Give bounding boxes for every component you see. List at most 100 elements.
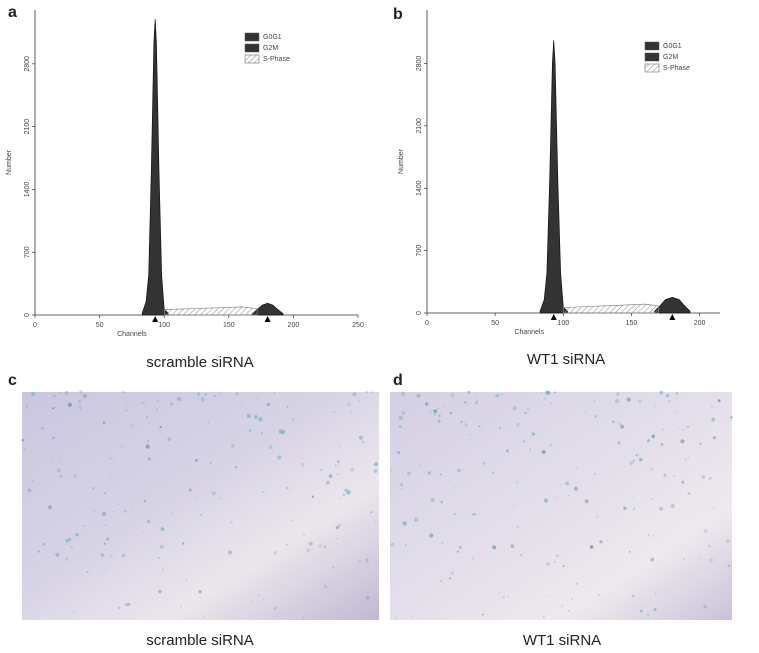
stain-dot bbox=[712, 507, 714, 510]
panel-label: d bbox=[393, 372, 403, 389]
stain-dot bbox=[520, 554, 523, 557]
stain-dot bbox=[576, 466, 578, 469]
stain-dot bbox=[273, 391, 276, 394]
stain-dot bbox=[370, 511, 373, 514]
stain-dot bbox=[661, 428, 664, 431]
stain-dot bbox=[338, 524, 342, 527]
stain-dot bbox=[541, 450, 546, 454]
stain-dot bbox=[338, 445, 341, 448]
stain-dot bbox=[565, 481, 569, 486]
stain-dot bbox=[453, 512, 456, 515]
stain-dot bbox=[273, 606, 277, 610]
stain-dot bbox=[478, 425, 481, 428]
stain-dot bbox=[467, 390, 471, 394]
x-tick-label: 100 bbox=[158, 322, 170, 329]
stain-dot bbox=[727, 564, 731, 567]
stain-dot bbox=[110, 457, 113, 460]
stain-dot bbox=[546, 390, 550, 395]
stain-dot bbox=[303, 534, 306, 536]
stain-dot bbox=[50, 397, 53, 399]
stain-dot bbox=[277, 455, 282, 460]
stain-dot bbox=[562, 565, 565, 568]
stain-dot bbox=[147, 440, 149, 443]
stain-dot bbox=[596, 516, 599, 518]
stain-dot bbox=[105, 524, 107, 527]
micrograph bbox=[22, 392, 379, 620]
stain-dot bbox=[374, 521, 377, 523]
stain-dot bbox=[482, 461, 486, 465]
stain-dot bbox=[332, 566, 335, 569]
stain-dot bbox=[124, 509, 127, 513]
stain-dot bbox=[377, 392, 380, 394]
y-tick-label: 2100 bbox=[24, 119, 31, 135]
stain-dot bbox=[448, 577, 452, 580]
stain-dot bbox=[344, 488, 349, 493]
stain-dot bbox=[425, 402, 429, 406]
stain-dot bbox=[239, 403, 242, 406]
stain-dot bbox=[121, 553, 126, 558]
stain-dot bbox=[491, 471, 494, 474]
stain-dot bbox=[253, 415, 258, 419]
stain-dot bbox=[42, 543, 45, 546]
stain-dot bbox=[357, 399, 360, 402]
stain-dot bbox=[328, 474, 333, 478]
stain-dot bbox=[717, 399, 721, 403]
stain-dot bbox=[52, 394, 56, 398]
stain-dot bbox=[593, 473, 596, 475]
stain-dot bbox=[464, 401, 467, 404]
stain-dot bbox=[620, 424, 624, 429]
peak-marker bbox=[152, 316, 159, 322]
stain-dot bbox=[631, 497, 633, 499]
stain-dot bbox=[156, 399, 160, 403]
stain-dot bbox=[646, 439, 651, 443]
stain-dot bbox=[204, 393, 207, 396]
stain-dot bbox=[104, 542, 107, 545]
stain-dot bbox=[77, 405, 82, 409]
legend-label: G2M bbox=[663, 54, 678, 61]
stain-dot bbox=[27, 488, 32, 493]
histogram-area bbox=[141, 18, 169, 316]
stain-dot bbox=[471, 513, 475, 516]
stain-dot bbox=[92, 487, 95, 490]
stain-dot bbox=[64, 556, 69, 561]
stain-dot bbox=[472, 557, 475, 560]
stain-dot bbox=[583, 411, 586, 413]
stain-dot bbox=[561, 605, 564, 607]
x-axis-label: Channels bbox=[117, 331, 147, 338]
stain-dot bbox=[320, 468, 323, 472]
stain-dot bbox=[701, 475, 706, 479]
stain-dot bbox=[618, 422, 622, 426]
x-tick-label: 250 bbox=[352, 322, 364, 329]
caption: scramble siRNA bbox=[146, 632, 254, 649]
stain-dot bbox=[513, 503, 515, 506]
stain-dot bbox=[273, 551, 277, 555]
stain-dot bbox=[278, 429, 284, 434]
stain-dot bbox=[390, 542, 395, 547]
stain-dot bbox=[110, 554, 113, 557]
stain-dot bbox=[629, 551, 631, 553]
stain-dot bbox=[58, 458, 61, 461]
stain-dot bbox=[218, 392, 222, 395]
stain-dot bbox=[73, 442, 76, 444]
stain-dot bbox=[342, 493, 346, 497]
stain-dot bbox=[575, 582, 578, 585]
stain-dot bbox=[51, 407, 55, 410]
peak-marker bbox=[550, 314, 557, 320]
stain-dot bbox=[286, 405, 289, 408]
stain-dot bbox=[79, 390, 83, 394]
stain-dot bbox=[31, 479, 34, 483]
peak-marker bbox=[264, 316, 271, 322]
x-tick-label: 200 bbox=[288, 322, 300, 329]
stain-dot bbox=[638, 399, 642, 403]
stain-dots bbox=[21, 390, 733, 619]
stain-dot bbox=[675, 397, 678, 399]
stain-dot bbox=[675, 392, 679, 395]
stain-dot bbox=[127, 602, 131, 607]
stain-dot bbox=[402, 521, 407, 526]
stain-dot bbox=[292, 418, 295, 421]
stain-dot bbox=[646, 613, 650, 617]
stain-dot bbox=[703, 528, 708, 534]
stain-dot bbox=[650, 468, 653, 471]
stain-dot bbox=[292, 519, 294, 521]
stain-dot bbox=[336, 538, 338, 540]
